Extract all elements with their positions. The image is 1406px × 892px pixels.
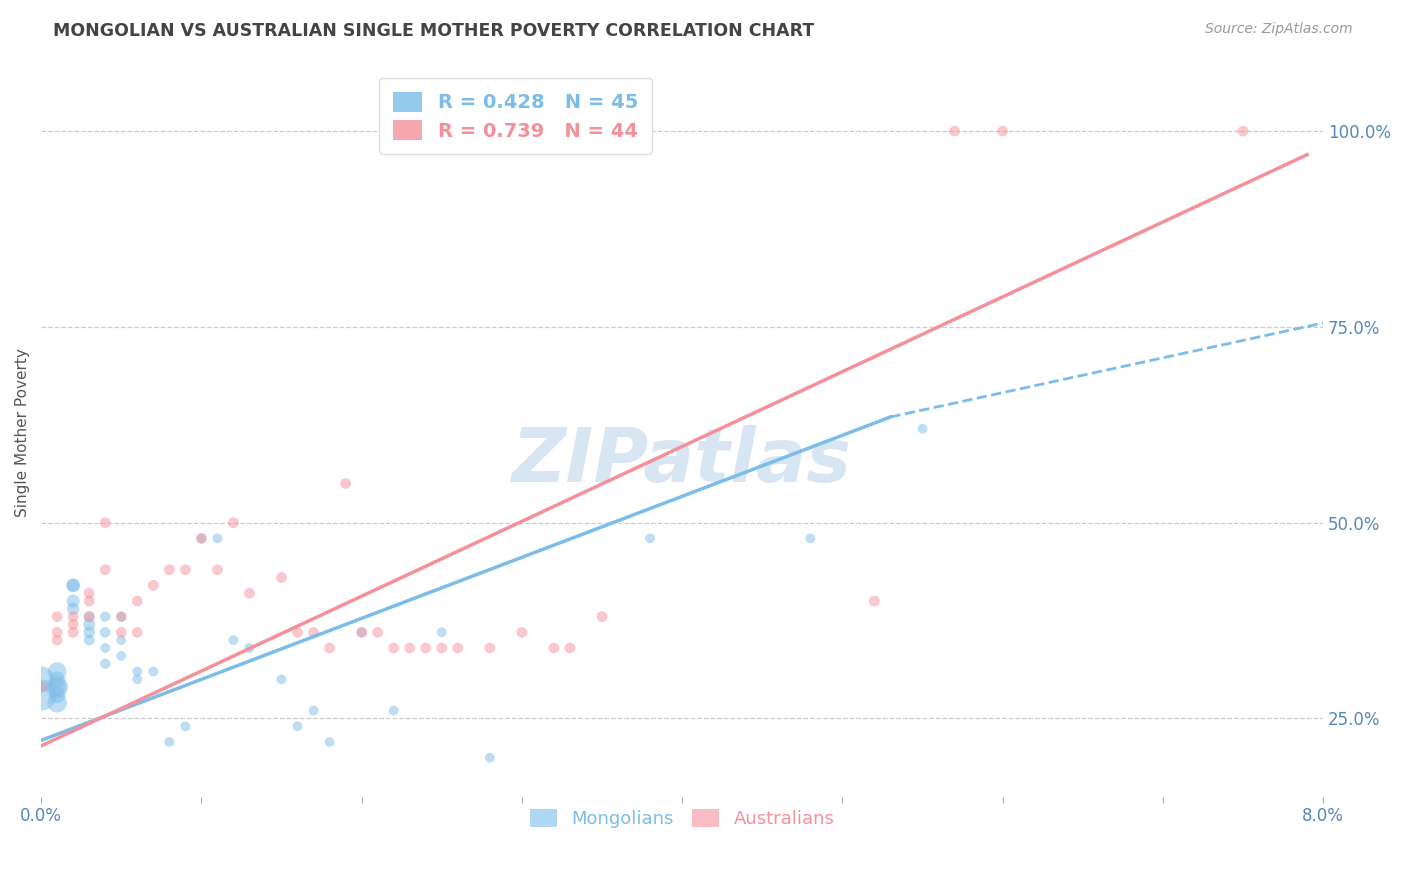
Point (62, 617, 84, 632)
Point (270, 570, 292, 584)
Point (77, 633, 100, 648)
Y-axis label: Single Mother Poverty: Single Mother Poverty (15, 348, 30, 517)
Point (911, 422, 934, 436)
Point (46, 665, 69, 679)
Point (94, 640, 117, 655)
Point (382, 704, 405, 718)
Point (943, 124, 966, 138)
Point (77, 625, 100, 640)
Point (46, 696, 69, 710)
Point (222, 516, 245, 530)
Point (62, 578, 84, 592)
Point (94, 625, 117, 640)
Point (62, 602, 84, 616)
Point (991, 124, 1014, 138)
Point (110, 625, 132, 640)
Point (799, 532, 821, 546)
Point (190, 532, 212, 546)
Point (127, 665, 149, 679)
Point (62, 594, 84, 608)
Point (110, 609, 132, 624)
Text: MONGOLIAN VS AUSTRALIAN SINGLE MOTHER POVERTY CORRELATION CHART: MONGOLIAN VS AUSTRALIAN SINGLE MOTHER PO… (53, 22, 814, 40)
Text: Source: ZipAtlas.com: Source: ZipAtlas.com (1205, 22, 1353, 37)
Point (415, 640, 437, 655)
Point (30, 680, 52, 694)
Point (77, 617, 100, 632)
Point (302, 625, 325, 640)
Point (478, 750, 501, 764)
Point (270, 673, 292, 687)
Point (94, 516, 117, 530)
Point (238, 640, 260, 655)
Point (46, 625, 69, 640)
Point (174, 563, 197, 577)
Point (110, 648, 132, 663)
Point (157, 563, 180, 577)
Point (110, 633, 132, 648)
Point (46, 680, 69, 694)
Point (127, 594, 149, 608)
Point (77, 609, 100, 624)
Point (207, 563, 229, 577)
Point (77, 586, 100, 600)
Point (398, 640, 420, 655)
Point (382, 640, 405, 655)
Point (94, 657, 117, 671)
Point (222, 633, 245, 648)
Point (447, 640, 470, 655)
Point (350, 625, 373, 640)
Point (62, 578, 84, 592)
Point (142, 578, 165, 592)
Point (318, 735, 340, 749)
Point (142, 665, 165, 679)
Point (350, 625, 373, 640)
Point (543, 797, 565, 812)
Point (863, 594, 886, 608)
Point (94, 563, 117, 577)
Point (543, 640, 565, 655)
Point (430, 640, 453, 655)
Point (77, 594, 100, 608)
Point (30, 673, 52, 687)
Point (430, 625, 453, 640)
Point (510, 829, 533, 843)
Point (207, 532, 229, 546)
Point (110, 609, 132, 624)
Point (558, 640, 581, 655)
Point (638, 532, 661, 546)
Point (335, 476, 357, 491)
Point (591, 609, 613, 624)
Point (287, 719, 309, 733)
Point (46, 688, 69, 702)
Point (77, 609, 100, 624)
Point (30, 688, 52, 702)
Point (62, 625, 84, 640)
Point (46, 680, 69, 694)
Point (510, 625, 533, 640)
Legend: Mongolians, Australians: Mongolians, Australians (523, 801, 842, 835)
Point (127, 625, 149, 640)
Point (157, 735, 180, 749)
Point (62, 609, 84, 624)
Point (367, 625, 389, 640)
Point (127, 673, 149, 687)
Point (46, 633, 69, 648)
Point (46, 609, 69, 624)
Point (174, 719, 197, 733)
Point (318, 640, 340, 655)
Point (94, 609, 117, 624)
Point (302, 704, 325, 718)
Text: ZIPatlas: ZIPatlas (512, 425, 852, 499)
Point (238, 586, 260, 600)
Point (287, 625, 309, 640)
Point (190, 532, 212, 546)
Point (46, 673, 69, 687)
Point (478, 640, 501, 655)
Point (1232, 124, 1254, 138)
